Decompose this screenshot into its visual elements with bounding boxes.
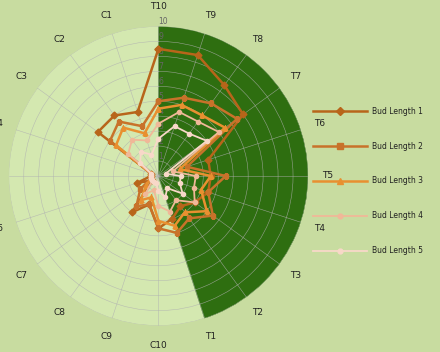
Text: Bud Length 2: Bud Length 2 [372, 142, 423, 151]
Text: Bud Length 4: Bud Length 4 [372, 211, 423, 220]
Text: Bud Length 1: Bud Length 1 [372, 107, 423, 116]
Text: Bud Length 5: Bud Length 5 [372, 246, 423, 255]
Text: Bud Length 3: Bud Length 3 [372, 176, 423, 186]
